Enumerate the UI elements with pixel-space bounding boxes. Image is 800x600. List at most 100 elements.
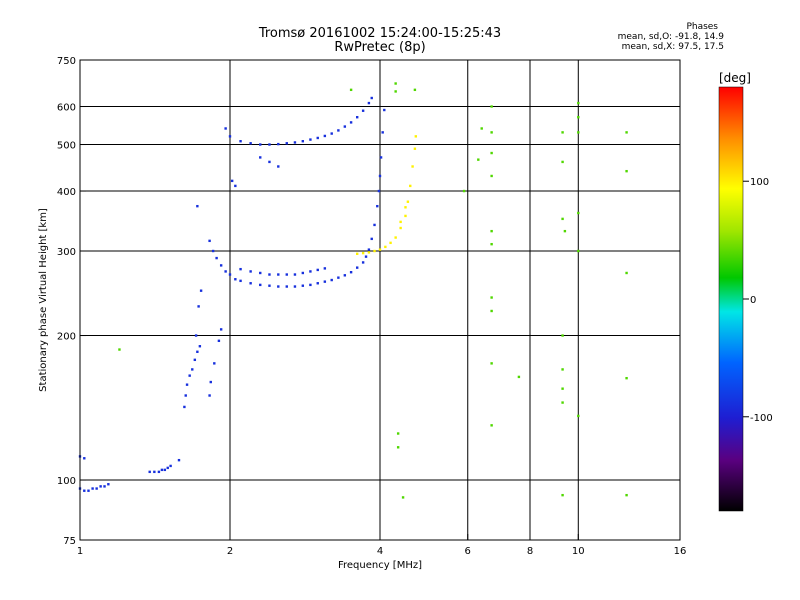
colorbar-ticks: 100 0 -100 bbox=[743, 177, 773, 424]
echo-point bbox=[367, 248, 371, 251]
echo-point bbox=[330, 278, 333, 282]
echo-point bbox=[396, 446, 400, 449]
echo-point bbox=[316, 282, 319, 285]
echo-point bbox=[490, 151, 493, 155]
echo-point bbox=[293, 273, 297, 276]
echo-point bbox=[83, 489, 86, 492]
echo-point bbox=[277, 165, 280, 168]
echo-point bbox=[259, 156, 262, 159]
echo-point bbox=[490, 296, 493, 299]
echo-point bbox=[477, 158, 480, 161]
echo-point bbox=[157, 470, 161, 474]
chart-subtitle: RwPretec (8p) bbox=[334, 40, 426, 55]
echo-point bbox=[285, 273, 288, 276]
echo-point bbox=[625, 493, 628, 497]
echo-point bbox=[249, 142, 252, 145]
echo-point bbox=[490, 242, 493, 246]
echo-point bbox=[83, 457, 86, 460]
echo-point bbox=[209, 380, 212, 384]
echo-point bbox=[239, 267, 242, 271]
echo-point bbox=[404, 206, 407, 209]
echo-point bbox=[301, 140, 305, 143]
echo-point bbox=[239, 140, 242, 143]
echo-point bbox=[323, 280, 327, 283]
echo-point bbox=[337, 129, 340, 132]
echo-point bbox=[160, 468, 164, 472]
echo-point bbox=[462, 189, 466, 193]
echo-point bbox=[377, 189, 381, 193]
colorbar bbox=[718, 86, 744, 512]
echo-point bbox=[330, 132, 333, 135]
echo-point bbox=[285, 285, 288, 288]
y-tick-label: 500 bbox=[57, 141, 76, 152]
echo-point bbox=[316, 268, 319, 272]
echo-point bbox=[561, 160, 564, 164]
echo-point bbox=[219, 264, 223, 267]
echo-point bbox=[383, 108, 386, 112]
echo-point bbox=[197, 305, 200, 308]
echo-point bbox=[381, 131, 384, 134]
echo-point bbox=[163, 468, 167, 472]
y-axis-title: Stationary phase Virtual Height [km] bbox=[38, 208, 49, 392]
echo-point bbox=[370, 237, 373, 241]
echo-point bbox=[211, 249, 215, 253]
echo-point bbox=[148, 470, 151, 474]
grid-lines bbox=[80, 60, 680, 540]
echo-point bbox=[337, 276, 340, 279]
echo-point bbox=[343, 125, 347, 128]
echo-point bbox=[406, 200, 410, 203]
echo-point bbox=[208, 239, 211, 243]
echo-point bbox=[228, 273, 232, 276]
phase-x-stats: mean, sd,X: 97.5, 17.5 bbox=[621, 42, 724, 52]
echo-point bbox=[277, 273, 280, 276]
echo-point bbox=[561, 401, 564, 404]
chart-title-block: Tromsø 20161002 15:24:00-15:25:43 RwPret… bbox=[240, 27, 520, 55]
echo-point bbox=[268, 273, 271, 276]
echo-point bbox=[177, 458, 181, 462]
echo-point bbox=[370, 96, 373, 100]
echo-point bbox=[625, 131, 628, 134]
colorbar-label: [deg] bbox=[719, 71, 751, 85]
echo-point bbox=[373, 223, 376, 227]
phase-o-stats: mean, sd,O: -91.8, 14.9 bbox=[617, 32, 724, 42]
colorbar-tick-label: 100 bbox=[750, 177, 769, 188]
echo-point bbox=[183, 405, 186, 409]
echo-point bbox=[293, 141, 297, 144]
echo-point bbox=[490, 424, 493, 427]
echo-point bbox=[389, 241, 392, 245]
echo-point bbox=[561, 131, 564, 134]
echo-point bbox=[107, 483, 110, 486]
echo-point bbox=[301, 284, 305, 287]
echo-point bbox=[413, 88, 417, 92]
echo-point bbox=[378, 174, 382, 178]
echo-point bbox=[625, 376, 628, 380]
echo-point bbox=[153, 470, 156, 474]
echo-point bbox=[361, 109, 365, 112]
echo-point bbox=[191, 368, 194, 371]
echo-point bbox=[490, 362, 493, 365]
echo-point bbox=[234, 278, 237, 281]
echo-point bbox=[396, 432, 400, 435]
echo-point bbox=[561, 387, 564, 390]
echo-point bbox=[409, 184, 412, 188]
echo-point bbox=[399, 220, 402, 224]
echo-point bbox=[268, 143, 271, 146]
echo-point bbox=[228, 135, 232, 138]
echo-point bbox=[378, 248, 382, 251]
echo-point bbox=[394, 82, 397, 85]
echo-point bbox=[169, 464, 172, 468]
echo-point bbox=[230, 179, 234, 183]
echo-point bbox=[577, 249, 580, 253]
echo-point bbox=[561, 334, 564, 337]
echo-point bbox=[373, 249, 376, 253]
echo-point bbox=[184, 394, 187, 397]
colorbar-tick-label: -100 bbox=[750, 413, 773, 424]
echo-point bbox=[413, 147, 417, 150]
echo-point bbox=[561, 217, 564, 221]
echo-point bbox=[490, 309, 493, 313]
x-tick-label: 16 bbox=[674, 546, 687, 557]
y-tick-label: 600 bbox=[57, 103, 76, 114]
echo-point bbox=[349, 271, 353, 274]
echo-point bbox=[563, 229, 567, 233]
